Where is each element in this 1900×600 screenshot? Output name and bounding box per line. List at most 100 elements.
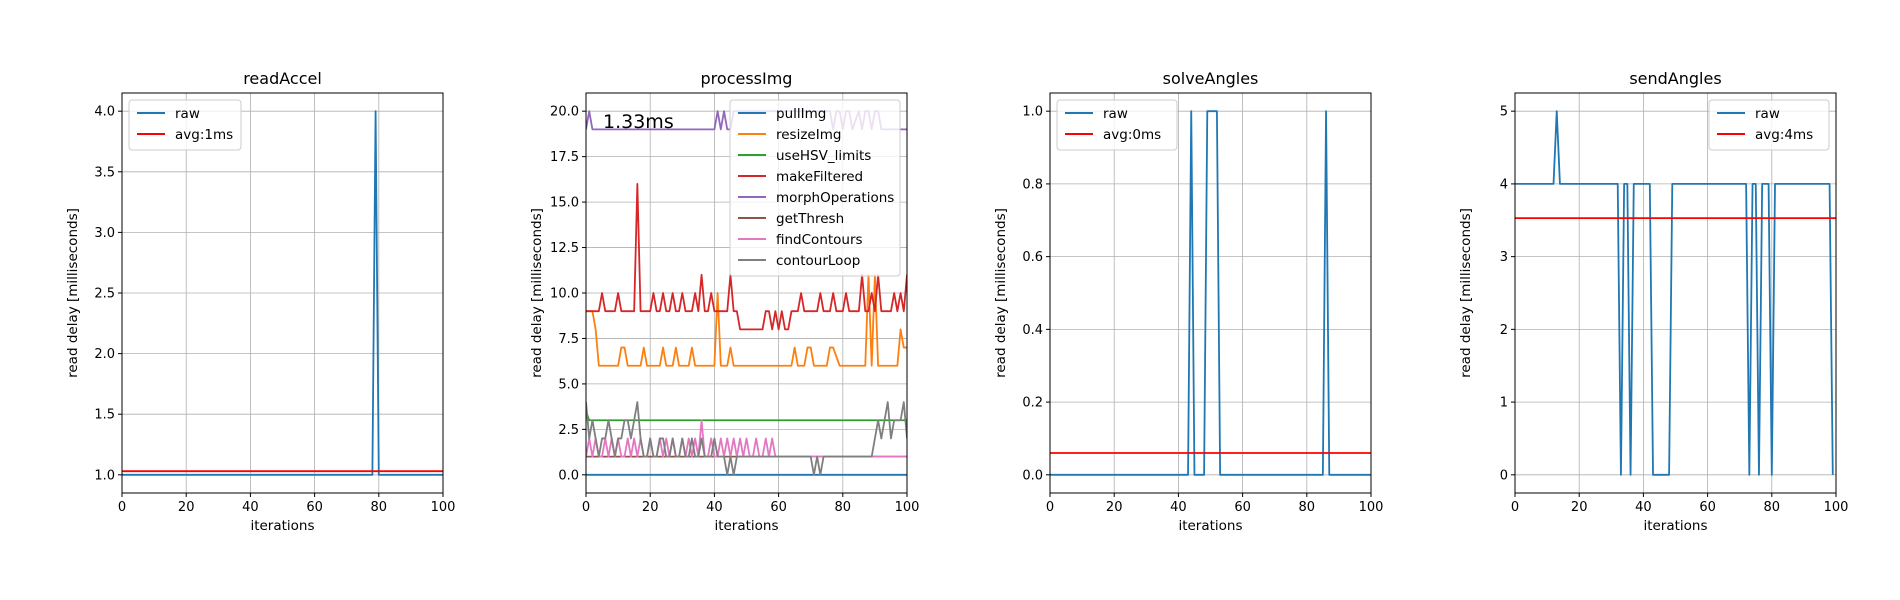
y-tick-label: 1.0 bbox=[94, 468, 115, 483]
y-tick-label: 4.0 bbox=[94, 105, 115, 120]
series-line-findContours bbox=[586, 419, 907, 458]
y-tick-label: 20.0 bbox=[550, 105, 579, 120]
legend: raw avg:0ms bbox=[1056, 99, 1178, 151]
x-tick-label: 20 bbox=[1106, 500, 1123, 515]
chart-1: 0 20 40 60 80 100 0.0 2.5 5.0 7.5 10.0 12.5 15.0 17.5… bbox=[529, 69, 919, 534]
y-tick-label: 5.0 bbox=[558, 377, 579, 392]
plot-area bbox=[1050, 110, 1371, 476]
x-axis-label: iterations bbox=[714, 518, 778, 534]
series-line-resizeImg bbox=[586, 273, 907, 367]
x-tick-label: 100 bbox=[1359, 500, 1384, 515]
legend-label-avg:1ms: avg:1ms bbox=[175, 127, 233, 143]
legend-label-useHSV_limits: useHSV_limits bbox=[776, 148, 871, 164]
x-tick-label: 60 bbox=[1699, 500, 1716, 515]
legend-label-raw: raw bbox=[1103, 106, 1128, 122]
y-tick-label: 1 bbox=[1500, 396, 1508, 411]
legend-label-findContours: findContours bbox=[776, 232, 863, 248]
x-tick-label: 100 bbox=[1824, 500, 1849, 515]
y-tick-label: 17.5 bbox=[550, 150, 579, 165]
x-tick-label: 60 bbox=[770, 500, 787, 515]
plot-area bbox=[1515, 110, 1836, 476]
annotation-text: 1.33ms bbox=[603, 111, 674, 133]
axes-frame bbox=[1049, 92, 1372, 494]
legend-box bbox=[729, 99, 901, 277]
x-tick-label: 0 bbox=[1046, 500, 1054, 515]
y-tick-label: 12.5 bbox=[550, 241, 579, 256]
chart-title: solveAngles bbox=[1163, 69, 1259, 88]
x-tick-label: 40 bbox=[1635, 500, 1652, 515]
x-tick-label: 0 bbox=[582, 500, 590, 515]
y-axis-label: read delay [milliseconds] bbox=[993, 208, 1009, 378]
y-tick-label: 0.4 bbox=[1022, 323, 1043, 338]
legend-label-resizeImg: resizeImg bbox=[776, 127, 841, 143]
x-tick-label: 100 bbox=[895, 500, 920, 515]
x-tick-label: 80 bbox=[835, 500, 852, 515]
x-tick-label: 0 bbox=[1511, 500, 1519, 515]
y-tick-label: 1.5 bbox=[94, 408, 115, 423]
y-axis-label: read delay [milliseconds] bbox=[529, 208, 545, 378]
y-tick-label: 0.8 bbox=[1022, 177, 1043, 192]
series-line-contourLoop bbox=[586, 401, 907, 476]
series-line-raw bbox=[1050, 110, 1371, 476]
plot-area bbox=[122, 110, 443, 476]
y-tick-label: 3 bbox=[1500, 250, 1508, 265]
x-axis-label: iterations bbox=[250, 518, 314, 534]
x-axis-label: iterations bbox=[1178, 518, 1242, 534]
legend-label-getThresh: getThresh bbox=[776, 211, 844, 227]
y-tick-label: 7.5 bbox=[558, 332, 579, 347]
x-tick-label: 60 bbox=[306, 500, 323, 515]
legend: raw avg:4ms bbox=[1708, 99, 1830, 151]
x-tick-label: 40 bbox=[706, 500, 723, 515]
y-tick-label: 0.6 bbox=[1022, 250, 1043, 265]
series-line-raw bbox=[122, 110, 443, 476]
y-tick-label: 4 bbox=[1500, 177, 1508, 192]
x-tick-label: 0 bbox=[118, 500, 126, 515]
chart-2: 0 20 40 60 80 100 0.0 0.2 0.4 0.6 0.8 1.0 solveAngle… bbox=[993, 69, 1383, 534]
y-tick-label: 0 bbox=[1500, 468, 1508, 483]
legend-label-avg:0ms: avg:0ms bbox=[1103, 127, 1161, 143]
y-tick-label: 5 bbox=[1500, 105, 1508, 120]
x-tick-label: 80 bbox=[1299, 500, 1316, 515]
y-tick-label: 1.0 bbox=[1022, 105, 1043, 120]
x-tick-label: 20 bbox=[178, 500, 195, 515]
chart-0: 0 20 40 60 80 100 1.0 1.5 2.0 2.5 3.0 3.5 4.0 readAcc… bbox=[65, 69, 455, 534]
y-tick-label: 15.0 bbox=[550, 196, 579, 211]
chart-title: sendAngles bbox=[1629, 69, 1721, 88]
y-tick-label: 3.0 bbox=[94, 226, 115, 241]
legend: pullImg resizeImg useHSV_limits makeFiltere… bbox=[729, 99, 901, 277]
y-tick-label: 10.0 bbox=[550, 287, 579, 302]
x-tick-label: 80 bbox=[371, 500, 388, 515]
y-tick-label: 2.5 bbox=[558, 423, 579, 438]
y-tick-label: 3.5 bbox=[94, 165, 115, 180]
x-tick-label: 60 bbox=[1234, 500, 1251, 515]
x-axis-label: iterations bbox=[1643, 518, 1707, 534]
x-tick-label: 20 bbox=[642, 500, 659, 515]
x-tick-label: 80 bbox=[1764, 500, 1781, 515]
y-tick-label: 2.0 bbox=[94, 347, 115, 362]
legend-label-morphOperations: morphOperations bbox=[776, 190, 894, 206]
legend-label-contourLoop: contourLoop bbox=[776, 253, 860, 269]
x-tick-label: 100 bbox=[431, 500, 456, 515]
y-axis-label: read delay [milliseconds] bbox=[1458, 208, 1474, 378]
y-tick-label: 0.2 bbox=[1022, 396, 1043, 411]
y-tick-label: 2.5 bbox=[94, 287, 115, 302]
y-axis-label: read delay [milliseconds] bbox=[65, 208, 81, 378]
x-tick-label: 40 bbox=[1170, 500, 1187, 515]
legend-label-raw: raw bbox=[175, 106, 200, 122]
legend-label-pullImg: pullImg bbox=[776, 106, 826, 122]
y-tick-label: 2 bbox=[1500, 323, 1508, 338]
chart-title: processImg bbox=[701, 69, 793, 88]
chart-3: 0 20 40 60 80 100 0 1 2 3 4 5 sendAngles iterations re… bbox=[1458, 69, 1848, 534]
legend-label-makeFiltered: makeFiltered bbox=[776, 169, 863, 185]
y-tick-label: 0.0 bbox=[1022, 468, 1043, 483]
axes-frame bbox=[1514, 92, 1837, 494]
legend-label-avg:4ms: avg:4ms bbox=[1755, 127, 1813, 143]
y-tick-label: 0.0 bbox=[558, 468, 579, 483]
legend: raw avg:1ms bbox=[128, 99, 242, 151]
x-tick-label: 40 bbox=[242, 500, 259, 515]
chart-title: readAccel bbox=[243, 69, 322, 88]
legend-label-raw: raw bbox=[1755, 106, 1780, 122]
x-tick-label: 20 bbox=[1571, 500, 1588, 515]
series-line-raw bbox=[1515, 110, 1834, 476]
